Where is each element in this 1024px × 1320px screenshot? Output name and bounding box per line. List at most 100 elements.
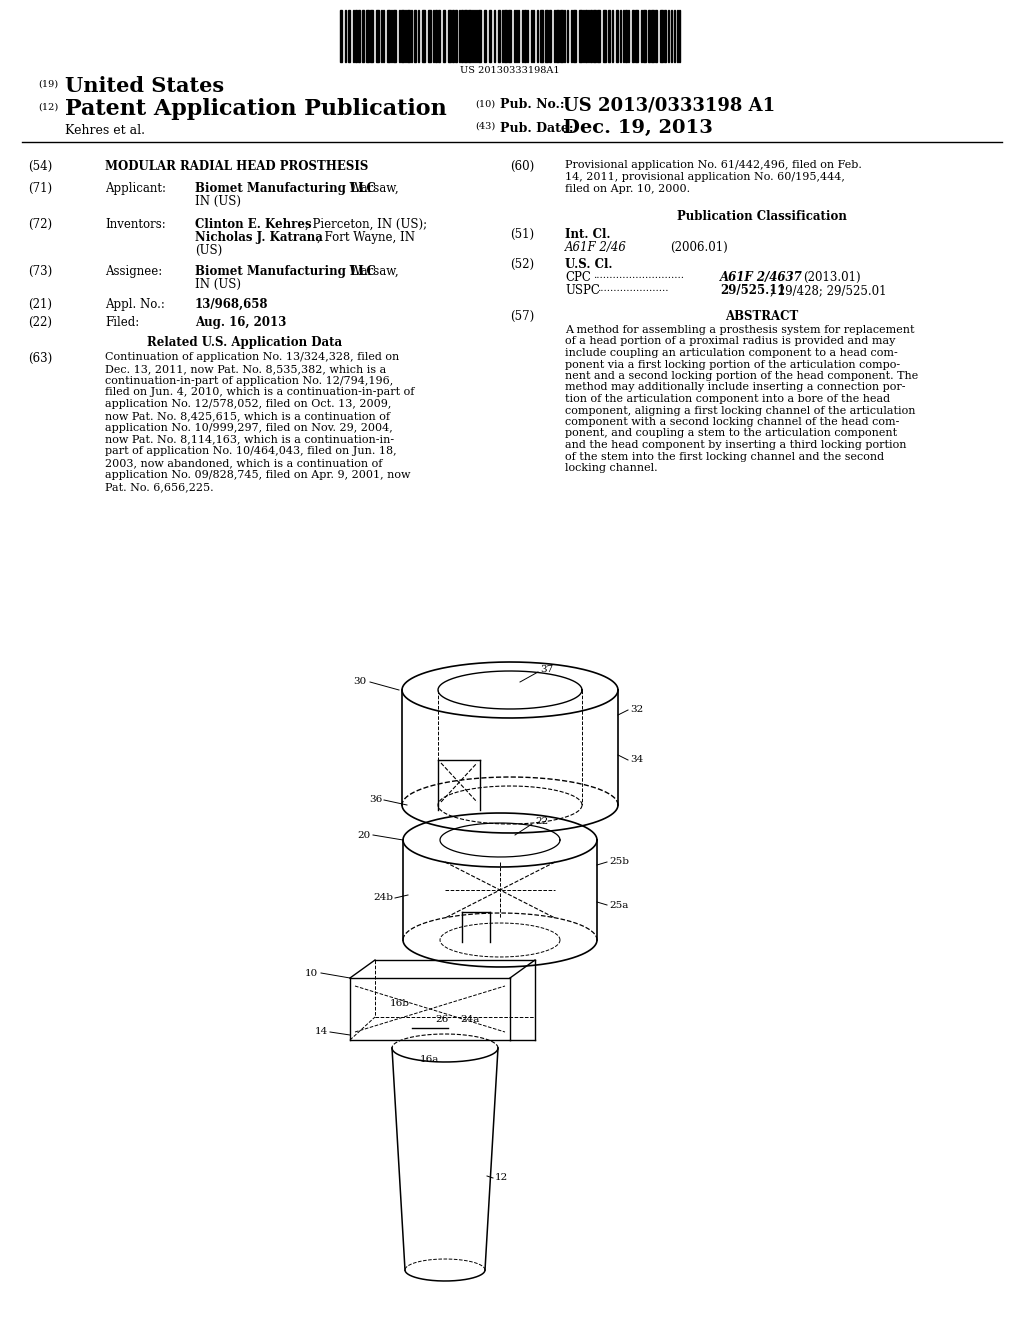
Text: A method for assembling a prosthesis system for replacement: A method for assembling a prosthesis sys… [565,325,914,335]
Text: IN (US): IN (US) [195,279,241,290]
Text: component, aligning a first locking channel of the articulation: component, aligning a first locking chan… [565,405,915,416]
Bar [608,11,610,62]
Text: of a head portion of a proximal radius is provided and may: of a head portion of a proximal radius i… [565,337,895,346]
Text: 12: 12 [495,1173,508,1183]
Bar [616,11,618,62]
Text: (73): (73) [28,265,52,279]
Text: locking channel.: locking channel. [565,463,657,473]
Bar [452,11,454,62]
Text: 20: 20 [357,830,371,840]
Text: USPC: USPC [565,284,600,297]
Text: , Pierceton, IN (US);: , Pierceton, IN (US); [305,218,427,231]
Bar [664,11,666,62]
Text: US 20130333198A1: US 20130333198A1 [460,66,560,75]
Text: (21): (21) [28,298,52,312]
Bar [603,11,606,62]
Text: (63): (63) [28,352,52,366]
Text: of the stem into the first locking channel and the second: of the stem into the first locking chann… [565,451,884,462]
Bar [455,11,457,62]
Text: MODULAR RADIAL HEAD PROSTHESIS: MODULAR RADIAL HEAD PROSTHESIS [105,160,369,173]
Bar [484,11,486,62]
Text: now Pat. No. 8,425,615, which is a continuation of: now Pat. No. 8,425,615, which is a conti… [105,411,390,421]
Bar [428,11,431,62]
Bar [340,11,342,62]
Bar [355,11,357,62]
Bar [348,11,350,62]
Text: (US): (US) [195,244,222,257]
Text: Int. Cl.: Int. Cl. [565,228,610,242]
Text: (52): (52) [510,257,535,271]
Text: Biomet Manufacturing LLC: Biomet Manufacturing LLC [195,265,376,279]
Text: 25b: 25b [609,858,629,866]
Bar [504,11,507,62]
Bar [632,11,634,62]
Text: nent and a second locking portion of the head component. The: nent and a second locking portion of the… [565,371,919,381]
Bar [449,11,451,62]
Bar [443,11,445,62]
Text: (12): (12) [38,103,58,112]
Bar [643,11,646,62]
Text: (22): (22) [28,315,52,329]
Text: (51): (51) [510,228,535,242]
Text: ............................: ............................ [593,271,684,280]
Text: part of application No. 10/464,043, filed on Jun. 18,: part of application No. 10/464,043, file… [105,446,396,457]
Text: Inventors:: Inventors: [105,218,166,231]
Text: Provisional application No. 61/442,496, filed on Feb.: Provisional application No. 61/442,496, … [565,160,862,170]
Text: Pub. Date:: Pub. Date: [500,121,573,135]
Text: (19): (19) [38,81,58,88]
Bar [545,11,548,62]
Text: 13/968,658: 13/968,658 [195,298,268,312]
Text: filed on Jun. 4, 2010, which is a continuation-in-part of: filed on Jun. 4, 2010, which is a contin… [105,387,415,397]
Text: application No. 10/999,297, filed on Nov. 29, 2004,: application No. 10/999,297, filed on Nov… [105,422,393,433]
Text: 37: 37 [540,665,553,675]
Bar [597,11,600,62]
Text: Appl. No.:: Appl. No.: [105,298,165,312]
Text: filed on Apr. 10, 2000.: filed on Apr. 10, 2000. [565,183,690,194]
Bar [651,11,654,62]
Text: Pub. No.:: Pub. No.: [500,98,564,111]
Bar [585,11,587,62]
Text: Pat. No. 6,656,225.: Pat. No. 6,656,225. [105,482,214,492]
Text: (2013.01): (2013.01) [803,271,860,284]
Text: 22: 22 [535,817,548,826]
Text: A61F 2/4637: A61F 2/4637 [720,271,803,284]
Text: (71): (71) [28,182,52,195]
Text: (57): (57) [510,310,535,323]
Text: 25a: 25a [609,900,629,909]
Text: CPC: CPC [565,271,591,284]
Text: 14: 14 [314,1027,328,1036]
Bar [625,11,627,62]
Text: United States: United States [65,77,224,96]
Text: now Pat. No. 8,114,163, which is a continuation-in-: now Pat. No. 8,114,163, which is a conti… [105,434,394,445]
Text: Continuation of application No. 13/324,328, filed on: Continuation of application No. 13/324,3… [105,352,399,362]
Text: Dec. 13, 2011, now Pat. No. 8,535,382, which is a: Dec. 13, 2011, now Pat. No. 8,535,382, w… [105,364,386,374]
Bar [468,11,471,62]
Bar [593,11,596,62]
Bar [655,11,657,62]
Bar [376,11,379,62]
Bar [435,11,437,62]
Bar [370,11,373,62]
Text: (72): (72) [28,218,52,231]
Text: A61F 2/46: A61F 2/46 [565,242,627,253]
Text: method may additionally include inserting a connection por-: method may additionally include insertin… [565,383,905,392]
Bar [401,11,404,62]
Bar [560,11,563,62]
Text: U.S. Cl.: U.S. Cl. [565,257,612,271]
Bar [366,11,369,62]
Text: Nicholas J. Katrana: Nicholas J. Katrana [195,231,323,244]
Text: (60): (60) [510,160,535,173]
Bar [660,11,663,62]
Text: 30: 30 [353,677,367,686]
Text: 10: 10 [305,969,318,978]
Text: 2003, now abandoned, which is a continuation of: 2003, now abandoned, which is a continua… [105,458,382,469]
Bar [414,11,416,62]
Text: Kehres et al.: Kehres et al. [65,124,145,137]
Text: ......................: ...................... [597,284,669,293]
Bar [393,11,396,62]
Bar [358,11,360,62]
Text: , Fort Wayne, IN: , Fort Wayne, IN [317,231,415,244]
Text: Assignee:: Assignee: [105,265,162,279]
Text: Aug. 16, 2013: Aug. 16, 2013 [195,315,287,329]
Text: 24a: 24a [460,1015,479,1024]
